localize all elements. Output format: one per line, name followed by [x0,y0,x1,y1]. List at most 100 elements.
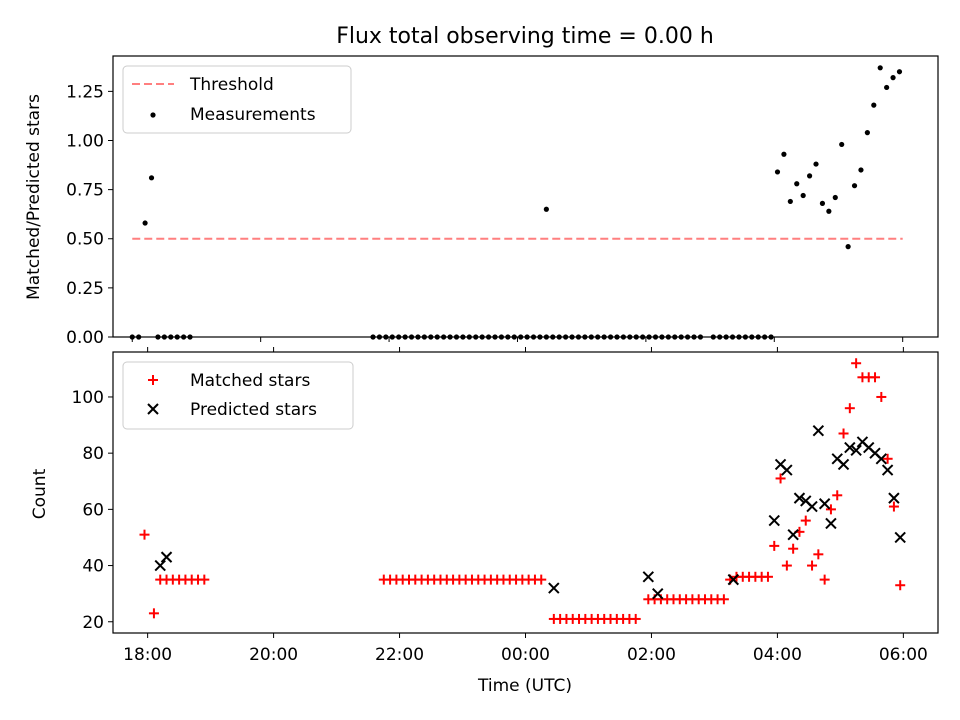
measurement-point [864,130,870,136]
predicted-star-marker [781,464,793,476]
matched-star-marker [844,403,855,414]
matched-star-marker [536,574,547,585]
matched-star-marker [832,490,843,501]
x-axis-label: Time (UTC) [477,676,572,696]
predicted-star-marker [160,551,173,563]
matched-star-marker [813,549,824,560]
predicted-star-marker [844,441,856,454]
predicted-star-marker [881,464,894,476]
legend-measurements-label: Measurements [190,105,316,125]
x-tick-label: 06:00 [879,645,928,665]
matched-star-marker [800,515,811,526]
predicted-star-marker [787,528,799,541]
measurement-point [774,169,781,175]
measurement-points [129,65,903,340]
measurement-point [890,75,896,81]
predicted-star-marker [793,492,806,504]
ratio-y-tick-label: 1.00 [66,131,104,151]
ratio-axis-ticks: 0.00 0.25 0.50 0.75 1.00 1.25 [66,82,904,348]
measurement-point [781,151,787,157]
count-legend: Matched stars Predicted stars [122,361,354,430]
ratio-y-tick-label: 0.50 [66,230,104,250]
ratio-y-tick-label: 0.00 [66,328,104,348]
ratio-legend: Threshold Measurements [122,65,352,134]
matched-star-marker [781,560,792,571]
legend-measurement-swatch [150,112,156,118]
predicted-star-marker [652,587,664,600]
matched-star-marker [882,453,893,464]
x-tick-label: 18:00 [123,645,172,665]
predicted-star-marker [154,559,166,572]
predicted-star-marker [818,498,831,510]
predicted-star-marker [850,444,862,457]
matched-star-marker [775,473,786,484]
predicted-star-marker [875,453,888,465]
count-plot: 18:00 20:00 22:00 00:00 02:00 04:00 06:00 20 40 6… [72,347,939,665]
count-y-axis-label: Count [30,468,50,519]
ratio-legend-box [122,65,352,134]
predicted-star-marker [548,582,560,594]
measurement-point [142,220,148,226]
measurement-point [896,69,903,75]
measurement-point [884,84,890,91]
x-tick-label: 04:00 [753,645,802,665]
legend-matched-swatch [148,375,158,385]
measurement-point [877,65,883,71]
predicted-star-marker [812,424,825,437]
measurement-point [794,181,800,187]
predicted-star-marker [825,517,837,530]
matched-star-marker [718,594,729,605]
predicted-star-marker [806,500,818,513]
matched-star-marker [851,358,862,369]
measurement-point [851,183,858,189]
ratio-y-tick-label: 1.25 [66,82,104,102]
ratio-plot: 0.00 0.25 0.50 0.75 1.00 1.25 [66,55,939,348]
legend-matched-label: Matched stars [190,371,310,391]
ratio-y-axis-label: Matched/Predicted stars [24,94,44,300]
matched-star-marker [788,543,799,554]
matched-star-marker [762,571,773,582]
matched-star-marker [630,613,641,624]
matched-star-marker [825,504,836,515]
predicted-star-marker [894,531,906,544]
predicted-star-markers [154,424,906,600]
x-tick-label: 22:00 [375,645,424,665]
measurement-point [806,173,813,179]
matched-star-marker [199,574,210,585]
matched-star-marker [819,574,830,585]
predicted-star-marker [837,458,850,471]
matched-star-marker [807,560,818,571]
measurement-point [800,192,806,199]
matched-star-marker [888,501,899,512]
matched-star-marker [870,372,881,383]
x-tick-label: 00:00 [501,645,550,665]
count-axis-ticks: 18:00 20:00 22:00 00:00 02:00 04:00 06:00 20 40 6… [72,347,928,665]
x-tick-label: 02:00 [627,645,676,665]
matched-star-marker [895,580,906,591]
measurement-point [839,141,845,148]
matched-star-marker [769,540,780,551]
count-plot-frame [112,351,939,634]
measurement-point [871,102,877,108]
count-y-tick-label: 40 [82,557,104,577]
chart-title: Flux total observing time = 0.00 h [336,24,714,49]
measurement-point [148,175,155,181]
predicted-star-marker [642,571,655,583]
measurement-point [787,198,793,205]
matched-star-marker [838,428,849,439]
count-y-tick-label: 20 [82,613,104,633]
ratio-plot-frame [112,55,939,338]
legend-predicted-swatch [147,403,159,415]
matched-star-marker [876,391,887,402]
matched-star-marker [139,529,150,540]
matched-star-marker [148,608,159,619]
legend-predicted-label: Predicted stars [190,400,317,420]
ratio-y-tick-label: 0.75 [66,181,104,201]
measurement-point [813,161,819,167]
measurement-point [826,208,832,214]
measurement-point [832,194,838,201]
count-y-tick-label: 80 [82,444,104,464]
x-tick-label: 20:00 [249,645,298,665]
predicted-star-marker [727,573,740,586]
